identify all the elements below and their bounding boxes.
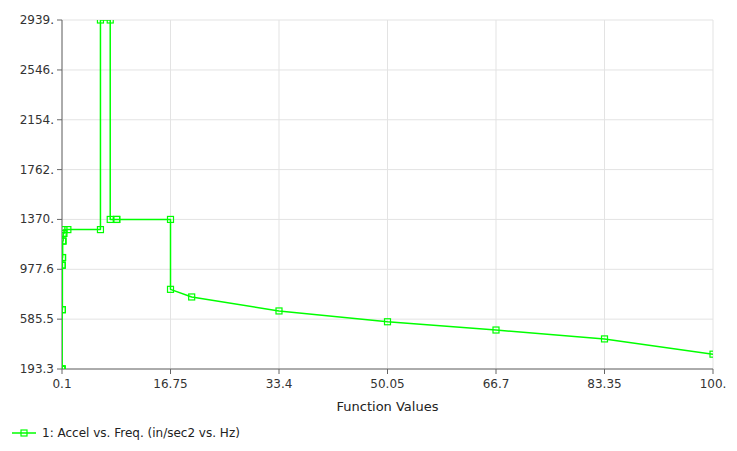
x-grid-line [387,20,388,369]
y-tick [57,119,62,120]
series-marker [385,319,391,325]
x-grid-line [279,20,280,369]
y-tick-label: 2154. [20,113,54,127]
x-grid-line [170,20,171,369]
series-marker [62,238,66,244]
x-tick [62,369,63,374]
axes: 0.1 16.75 33.4 50.05 66.7 83.35 100. 193.3 585.5… [20,13,727,391]
series-marker [97,20,103,23]
series-marker [62,238,66,244]
series-marker [168,216,174,222]
y-tick [57,269,62,270]
series-marker [62,262,65,268]
series-marker [62,366,65,369]
series-marker [114,216,120,222]
y-tick [57,319,62,320]
y-grid-line [62,119,713,120]
series-marker [168,286,174,292]
series-marker [62,255,65,261]
y-tick-label: 193.3 [20,362,54,376]
series-marker [62,230,66,236]
y-grid-line [62,269,713,270]
x-tick-label: 16.75 [153,377,187,391]
x-axis-label: Function Values [337,399,439,414]
legend-label: 1: Accel vs. Freq. (in/sec2 vs. Hz) [42,426,240,440]
series-marker [107,20,113,23]
x-tick [170,369,171,374]
series-marker [114,216,120,222]
series-marker [62,262,65,268]
y-grid-line [62,369,713,370]
x-tick-label: 50.05 [370,377,404,391]
x-tick-label: 33.4 [266,377,293,391]
y-tick-label: 977.6 [20,262,54,276]
x-tick [604,369,605,374]
series-marker [62,307,65,313]
y-tick-label: 1762. [20,163,54,177]
series-marker [602,336,608,342]
y-grid-line [62,20,713,21]
series-marker [710,351,713,357]
x-grid-line [604,20,605,369]
series-marker [62,366,65,369]
x-tick [713,369,714,374]
legend: 1: Accel vs. Freq. (in/sec2 vs. Hz) [12,426,240,440]
y-tick-label: 2939. [20,13,54,27]
series-marker [97,227,103,233]
series-marker [189,294,195,300]
y-tick-label: 1370. [20,212,54,226]
series-marker [62,307,65,313]
series-marker [107,216,113,222]
x-axis-line [62,369,713,370]
y-tick [57,69,62,70]
series-marker [62,366,65,369]
y-grid-line [62,69,713,70]
y-tick-label: 2546. [20,63,54,77]
legend-marker [21,430,27,436]
data [62,20,713,369]
x-tick-label: 83.35 [587,377,621,391]
y-tick [57,20,62,21]
x-grid-line [496,20,497,369]
y-tick [57,369,62,370]
x-tick-label: 66.7 [483,377,510,391]
series-marker [65,227,71,233]
y-grid-line [62,169,713,170]
chart: 0.1 16.75 33.4 50.05 66.7 83.35 100. 193.3 585.5… [0,0,737,451]
x-tick [496,369,497,374]
x-grid-line [713,20,714,369]
series-marker [493,327,499,333]
series-marker [62,255,66,261]
legend-swatch [12,432,36,434]
y-tick [57,169,62,170]
series-line [62,20,713,369]
y-tick [57,219,62,220]
grid [62,20,713,369]
y-tick-label: 585.5 [20,312,54,326]
x-tick [279,369,280,374]
series-marker [276,308,282,314]
x-tick [387,369,388,374]
x-tick-label: 100. [700,377,727,391]
x-tick-label: 0.1 [52,377,71,391]
